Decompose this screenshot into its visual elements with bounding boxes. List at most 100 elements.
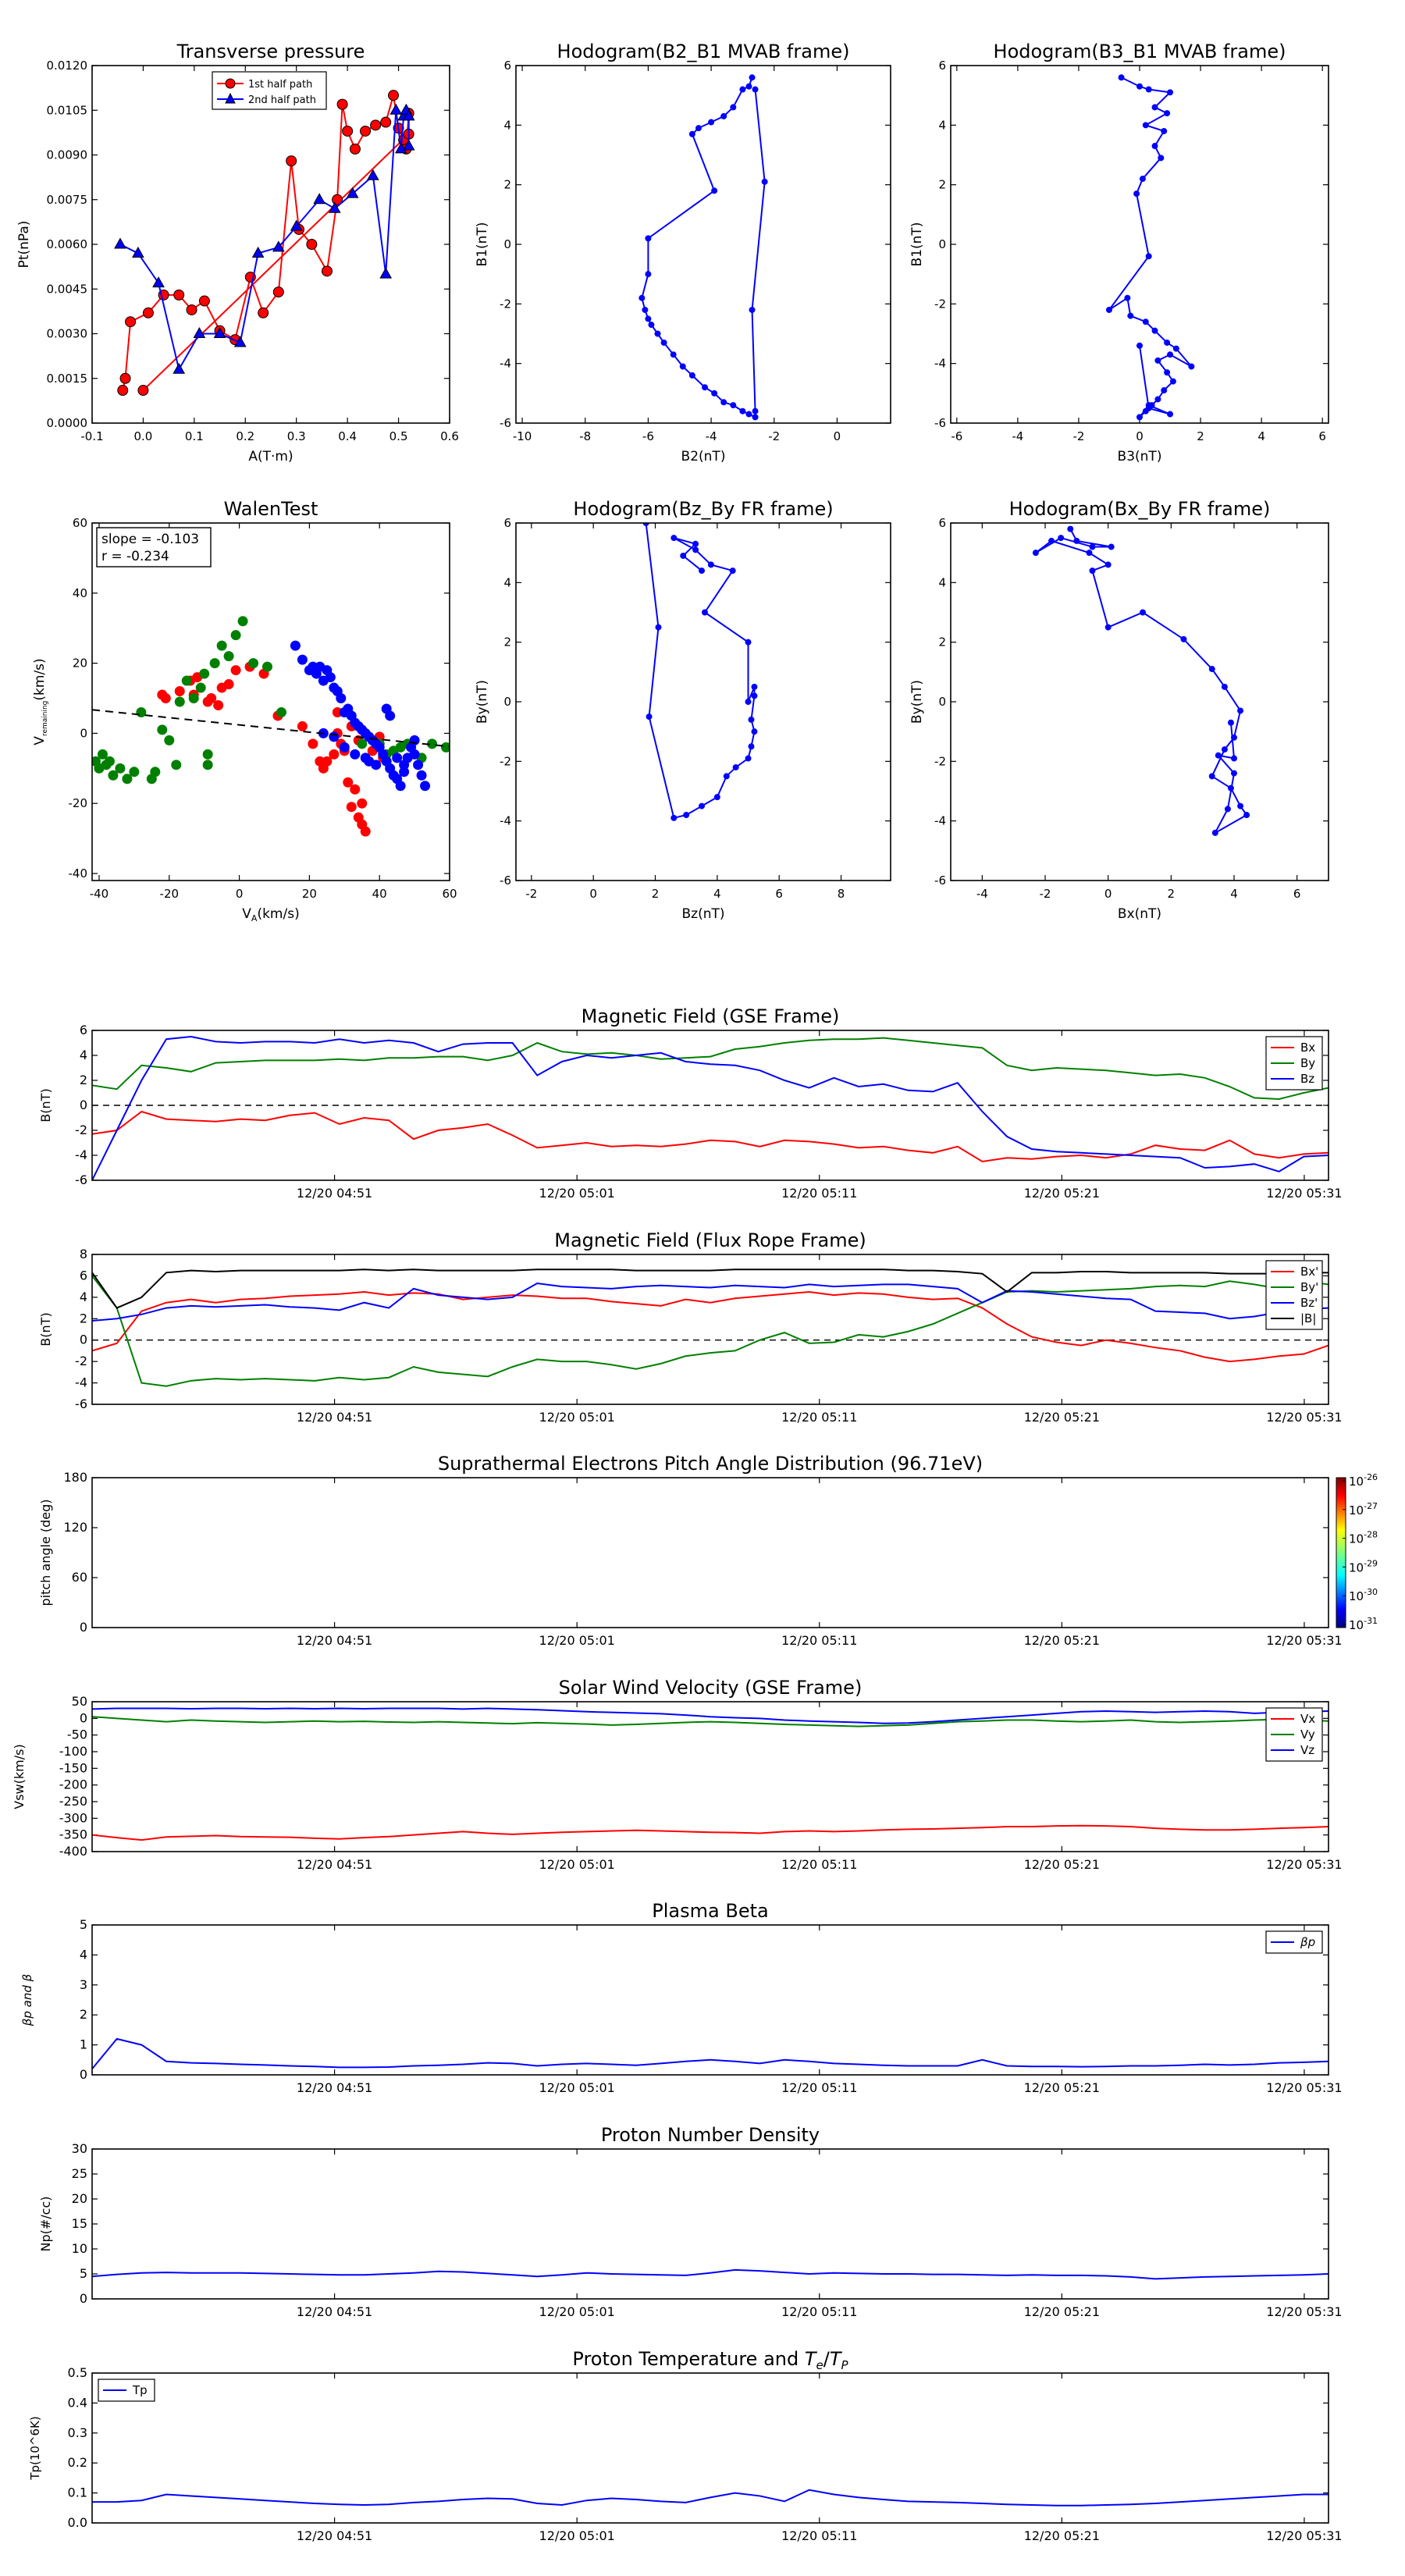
data-point <box>1237 802 1244 809</box>
plot-frame <box>91 2372 1329 2524</box>
data-point <box>729 568 736 575</box>
data-point <box>1151 327 1158 334</box>
plot-area <box>92 2268 1329 2280</box>
y-tick-label: 2 <box>503 635 511 649</box>
data-point <box>1108 543 1115 550</box>
timeseries-proton-temp: Proton Temperature and Te/TP 12/20 04:51 1… <box>28 2348 1343 2543</box>
data-point-green <box>164 735 175 745</box>
data-point-green <box>129 767 140 777</box>
y-tick-label: 0.0045 <box>47 282 88 296</box>
data-point <box>1118 74 1125 81</box>
plot-frame <box>91 1701 1329 1852</box>
data-point <box>1089 543 1096 550</box>
y-tick-label: 2 <box>938 178 946 192</box>
data-point <box>748 716 755 723</box>
legend-label: By <box>1300 1056 1315 1070</box>
data-point <box>713 794 720 801</box>
legend-label: By' <box>1300 1280 1318 1294</box>
data-point-red <box>223 679 234 690</box>
data-point <box>251 246 265 258</box>
x-tick-label: 12/20 05:21 <box>1024 1410 1100 1425</box>
x-axis-label: A(T·m) <box>248 449 293 464</box>
data-point <box>1145 253 1152 260</box>
data-point-green <box>248 658 259 669</box>
data-point-blue <box>350 749 361 760</box>
data-point-green <box>230 630 241 641</box>
series-Vx <box>92 1824 1329 1841</box>
hodogram-line <box>1108 76 1193 418</box>
y-tick-label: 0.0075 <box>47 193 88 207</box>
x-tick-label: 12/20 05:31 <box>1266 1633 1342 1648</box>
y-tick-label: 6 <box>80 1268 87 1283</box>
data-point-blue <box>409 749 420 760</box>
x-tick-label: 2 <box>1168 887 1176 901</box>
x-tick-label: 4 <box>1257 429 1265 443</box>
data-point-green <box>122 774 133 785</box>
panel-title: Hodogram(Bx_By FR frame) <box>1009 498 1271 520</box>
data-point <box>670 814 678 821</box>
data-point-green <box>195 682 206 693</box>
data-point <box>233 336 247 347</box>
data-point-green <box>276 706 286 717</box>
x-tick-label: 12/20 05:11 <box>781 1186 857 1201</box>
data-point-blue <box>395 781 406 792</box>
data-point-green <box>108 770 119 781</box>
data-point <box>1104 624 1112 631</box>
y-tick-label: 15 <box>72 2216 87 2231</box>
panel-title: Transverse pressure <box>176 41 365 62</box>
y-axis-label: B(nT) <box>38 1312 53 1346</box>
data-point <box>688 372 695 379</box>
y-tick-label: -200 <box>59 1777 87 1792</box>
data-point <box>1169 378 1176 385</box>
data-point <box>1208 666 1215 673</box>
x-tick-label: 12/20 05:01 <box>539 1410 615 1425</box>
data-point <box>1180 635 1187 642</box>
data-point <box>286 155 297 167</box>
x-tick-label: 12/20 05:31 <box>1266 1410 1342 1425</box>
data-point <box>1139 176 1146 183</box>
data-point <box>708 119 715 126</box>
y-tick-label: -4 <box>500 814 511 828</box>
data-point <box>328 201 341 213</box>
y-tick-label: 4 <box>80 1947 87 1962</box>
y-tick-label: 10 <box>72 2241 87 2256</box>
data-point <box>723 773 730 780</box>
data-point <box>699 802 706 809</box>
x-tick-label: 12/20 04:51 <box>297 2080 372 2095</box>
series-|B| <box>92 1268 1329 1309</box>
data-point-red <box>297 720 308 731</box>
data-point-red <box>357 798 368 809</box>
data-point <box>173 289 185 301</box>
data-point <box>655 624 662 631</box>
x-tick-label: 12/20 05:21 <box>1024 1186 1100 1201</box>
y-tick-label: 0.4 <box>68 2395 87 2410</box>
data-point <box>1164 339 1171 346</box>
x-tick-label: 12/20 05:11 <box>781 2528 857 2543</box>
data-point-green <box>174 696 185 707</box>
data-point <box>739 407 746 415</box>
y-axis-label: B1(nT) <box>909 222 925 267</box>
x-axis-label: B2(nT) <box>681 449 726 464</box>
timeseries-proton-density: Proton Number Density 12/20 04:51 12/20 05… <box>38 2124 1343 2319</box>
data-point <box>1145 86 1152 93</box>
plot-area <box>92 1035 1329 1180</box>
data-point-green <box>223 651 234 662</box>
data-point <box>745 699 752 705</box>
x-tick-label: 0.2 <box>236 429 254 443</box>
data-point <box>745 83 752 90</box>
series-By' <box>92 1275 1329 1387</box>
data-point <box>761 178 768 185</box>
legend-marker <box>225 92 236 104</box>
x-tick-label: 12/20 05:01 <box>539 2528 615 2543</box>
y-tick-label: 0.2 <box>68 2455 87 2470</box>
data-point <box>730 402 737 409</box>
data-point <box>1058 535 1065 542</box>
data-point-blue <box>339 742 350 753</box>
y-tick-label: -4 <box>934 814 946 828</box>
data-point <box>1032 550 1039 557</box>
y-tick-label: -100 <box>59 1744 87 1759</box>
data-point <box>1227 785 1234 792</box>
annotation-slope: slope = -0.103 <box>101 532 199 547</box>
